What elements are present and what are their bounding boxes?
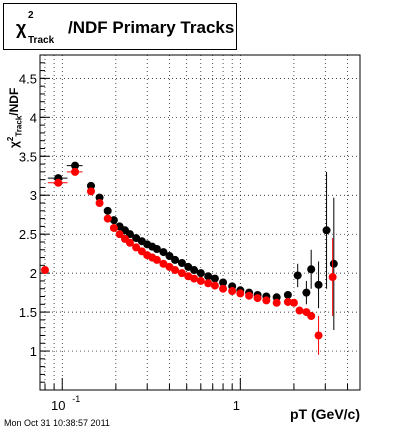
red-data-point: [171, 266, 180, 275]
black-data-point: [159, 248, 168, 257]
red-data-point: [115, 230, 124, 239]
red-data-point: [295, 306, 304, 315]
red-data-point: [314, 331, 323, 340]
title-superscript: 2: [28, 10, 34, 21]
red-data-point: [103, 214, 112, 223]
y-label-subscript: Track: [14, 115, 24, 137]
black-data-point: [125, 230, 134, 239]
black-data-point: [171, 255, 180, 264]
plot-frame: [39, 54, 361, 391]
black-data-point: [109, 216, 118, 225]
black-data-point: [71, 161, 80, 170]
red-data-point: [152, 255, 161, 264]
red-data-point: [245, 291, 254, 300]
red-data-point: [307, 311, 316, 320]
red-data-point: [272, 298, 281, 307]
black-data-point: [307, 265, 316, 274]
red-data-point: [228, 287, 237, 296]
black-data-point: [165, 252, 174, 260]
x-axis-label: pT (GeV/c): [290, 406, 361, 422]
y-tick-label: 3.5: [19, 149, 37, 164]
red-data-point: [190, 274, 199, 283]
red-data-point: [328, 273, 337, 282]
y-tick-label: 1: [30, 344, 37, 359]
y-tick-label: 2.5: [19, 227, 37, 242]
red-data-point: [204, 279, 213, 288]
black-data-point: [293, 271, 302, 280]
red-data-point: [132, 243, 141, 252]
black-data-point: [103, 206, 112, 215]
black-data-point: [322, 226, 331, 235]
title-box: χ 2 Track /NDF Primary Tracks: [3, 3, 237, 50]
red-data-point: [283, 297, 292, 306]
red-data-point: [177, 269, 186, 278]
black-data-point: [210, 274, 219, 283]
black-data-point: [283, 290, 292, 299]
red-data-point: [54, 178, 63, 187]
y-axis-label: χ2Track/NDF: [6, 68, 23, 148]
red-data-point: [109, 223, 118, 232]
title-chi-symbol: χ: [16, 18, 27, 38]
red-data-point: [95, 199, 104, 208]
black-data-point: [302, 288, 311, 297]
black-data-point: [177, 259, 186, 268]
y-tick-label: 2: [30, 266, 37, 281]
black-data-point: [190, 266, 199, 275]
black-data-point: [219, 278, 228, 287]
title-subscript: Track: [28, 35, 55, 46]
red-data-point: [262, 296, 271, 305]
chart-title: /NDF Primary Tracks: [68, 18, 235, 37]
y-label-text: /NDF: [7, 87, 21, 116]
red-data-point: [86, 187, 95, 196]
y-tick-label: 3: [30, 188, 37, 203]
y-tick-label: 4: [30, 110, 37, 125]
red-data-point: [253, 294, 262, 303]
red-data-point: [125, 238, 134, 247]
red-data-point: [289, 298, 298, 307]
black-data-point: [329, 259, 338, 268]
red-data-point: [210, 281, 219, 290]
x-tick-exponent: -1: [72, 394, 80, 404]
black-data-point: [314, 280, 323, 289]
timestamp-footer: Mon Oct 31 10:38:57 2011: [4, 418, 110, 428]
y-label-chi-symbol: χ: [7, 141, 21, 148]
y-label-superscript: 2: [6, 136, 15, 142]
red-data-point: [159, 259, 168, 268]
black-data-point: [196, 269, 205, 278]
black-data-point: [204, 272, 213, 281]
y-tick-label: 1.5: [19, 305, 37, 320]
red-data-point: [71, 167, 80, 176]
y-tick-label: 4.5: [19, 71, 37, 86]
x-tick-label: 10: [51, 398, 65, 413]
red-data-point: [196, 276, 205, 285]
black-data-point: [152, 244, 161, 253]
red-data-point: [219, 284, 228, 293]
red-data-point: [236, 289, 245, 298]
red-data-point: [40, 266, 49, 275]
x-tick-label: 1: [233, 398, 240, 413]
